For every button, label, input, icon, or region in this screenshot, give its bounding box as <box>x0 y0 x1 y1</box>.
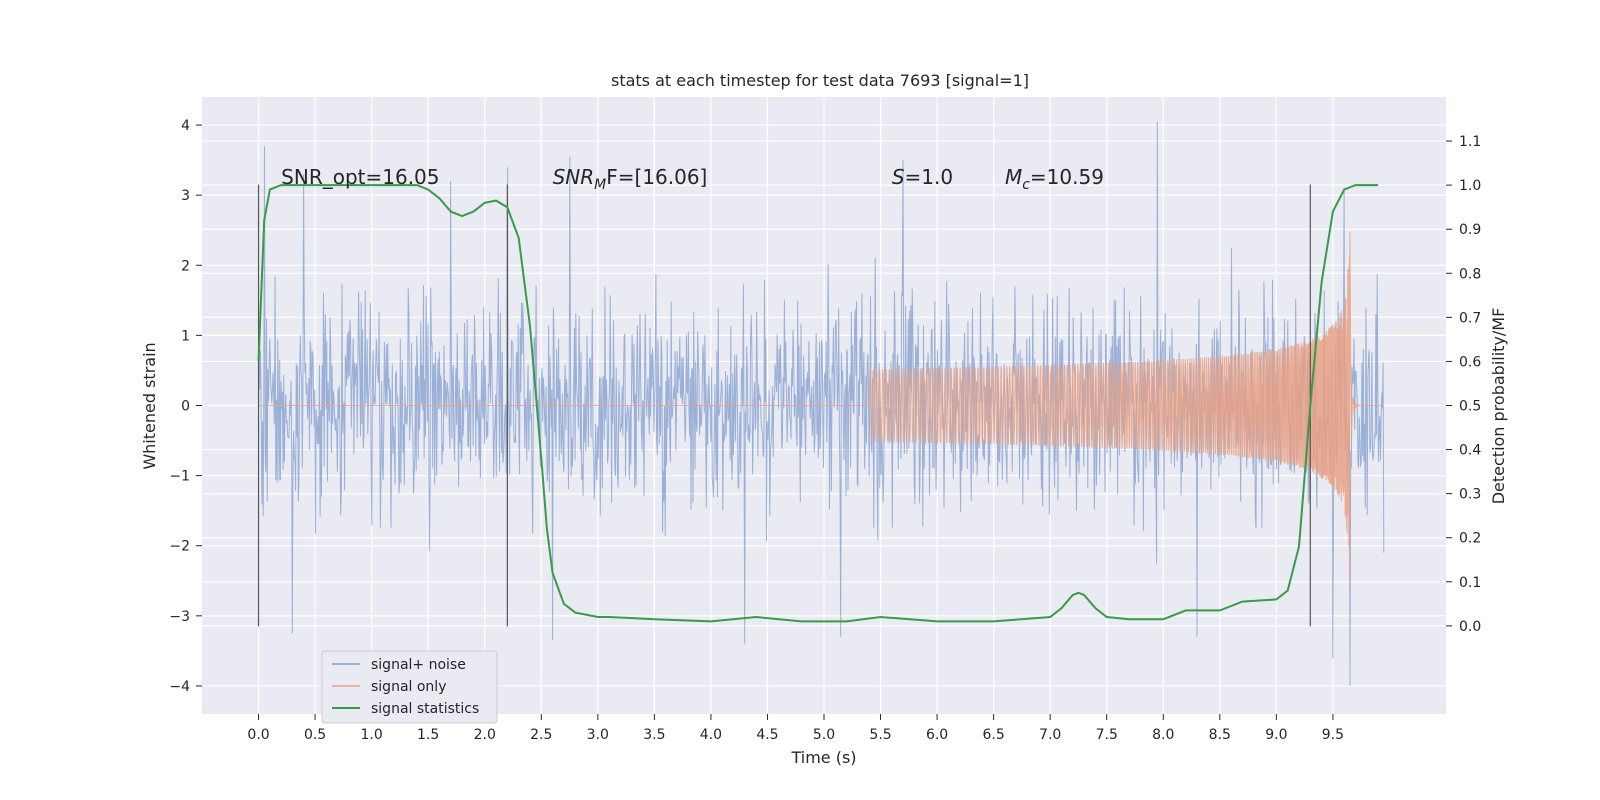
x-tick-label: 8.5 <box>1209 727 1231 743</box>
annotation-text: SNR_opt=16.05 <box>281 165 439 189</box>
chart-title: stats at each timestep for test data 769… <box>611 71 1029 90</box>
x-tick-label: 0.0 <box>247 727 269 743</box>
y2-tick-label: 0.6 <box>1459 354 1481 370</box>
signal-trace <box>258 231 1384 589</box>
y2-tick-label: 0.2 <box>1459 531 1481 547</box>
series-signal-statistics <box>257 184 1379 623</box>
x-tick-label: 2.0 <box>474 727 496 743</box>
y2-axis-ticks: 1.1 1.0 0.9 0.8 0.7 0.6 0.5 0.4 0.3 0.2 0.1 0.0 <box>1446 134 1481 635</box>
y2-tick-label: 0.1 <box>1459 575 1481 591</box>
annotations: SNR_opt=16.05 SNRMF=[16.06] S=1.0 Mc=10.59 <box>281 165 1104 193</box>
y-tick-label: −1 <box>169 469 190 485</box>
x-tick-label: 2.5 <box>530 727 552 743</box>
legend-item-signal-noise: signal+ noise <box>332 657 466 673</box>
y2-tick-label: 1.0 <box>1459 178 1481 194</box>
legend-item-signal-only: signal only <box>332 679 446 695</box>
y2-tick-label: 0.7 <box>1459 310 1481 326</box>
y2-tick-label: 0.0 <box>1459 619 1481 635</box>
legend-item-signal-statistics: signal statistics <box>332 701 479 717</box>
annotation-text: SNRMF=[16.06] <box>553 165 708 193</box>
x-tick-label: 3.5 <box>643 727 665 743</box>
legend-label-signal-only: signal only <box>371 679 446 695</box>
x-axis-label: Time (s) <box>790 748 856 767</box>
annotation-text: Mc=10.59 <box>1005 165 1104 193</box>
y2-tick-label: 0.9 <box>1459 222 1481 238</box>
x-tick-label: 9.0 <box>1265 727 1287 743</box>
y-tick-label: −3 <box>169 609 190 625</box>
x-tick-label: 9.5 <box>1322 727 1344 743</box>
y2-tick-label: 0.3 <box>1459 487 1481 503</box>
y2-tick-label: 0.5 <box>1459 399 1481 415</box>
y-tick-label: 0 <box>181 399 190 415</box>
legend-label-signal-statistics: signal statistics <box>371 701 479 717</box>
y-tick-label: 2 <box>181 258 190 274</box>
series-signal-only <box>258 231 1384 589</box>
y-axis-label: Whitened strain <box>140 342 159 469</box>
y2-tick-label: 0.4 <box>1459 443 1481 459</box>
x-tick-label: 6.5 <box>983 727 1005 743</box>
y2-tick-label: 0.8 <box>1459 266 1481 282</box>
x-tick-label: 0.5 <box>304 727 326 743</box>
y-tick-label: 4 <box>181 118 190 134</box>
x-tick-label: 4.5 <box>756 727 778 743</box>
x-tick-label: 1.5 <box>417 727 439 743</box>
x-tick-label: 4.0 <box>700 727 722 743</box>
y-axis-ticks: 4 3 2 1 0 −1 −2 −3 −4 <box>169 118 202 695</box>
legend: signal+ noise signal only signal statist… <box>321 650 498 724</box>
x-tick-label: 7.0 <box>1039 727 1061 743</box>
x-tick-label: 5.5 <box>869 727 891 743</box>
legend-box <box>321 650 498 724</box>
x-tick-label: 3.0 <box>587 727 609 743</box>
x-tick-label: 5.0 <box>813 727 835 743</box>
y-tick-label: 1 <box>181 328 190 344</box>
y-tick-label: −2 <box>169 539 190 555</box>
statistics-trace <box>257 184 1379 623</box>
annotation-text: S=1.0 <box>892 165 953 189</box>
y2-tick-label: 1.1 <box>1459 134 1481 150</box>
x-tick-label: 6.0 <box>926 727 948 743</box>
y-tick-label: −4 <box>169 679 190 695</box>
x-tick-label: 1.0 <box>361 727 383 743</box>
x-axis-ticks: 0.0 0.5 1.0 1.5 2.0 2.5 3.0 3.5 4.0 4.5 5.0 5.5 6.0 6… <box>247 714 1344 743</box>
legend-label-signal-noise: signal+ noise <box>371 657 466 673</box>
x-tick-label: 7.5 <box>1096 727 1118 743</box>
y2-axis-label: Detection probability/MF <box>1489 308 1508 505</box>
y-tick-label: 3 <box>181 188 190 204</box>
x-tick-label: 8.0 <box>1152 727 1174 743</box>
